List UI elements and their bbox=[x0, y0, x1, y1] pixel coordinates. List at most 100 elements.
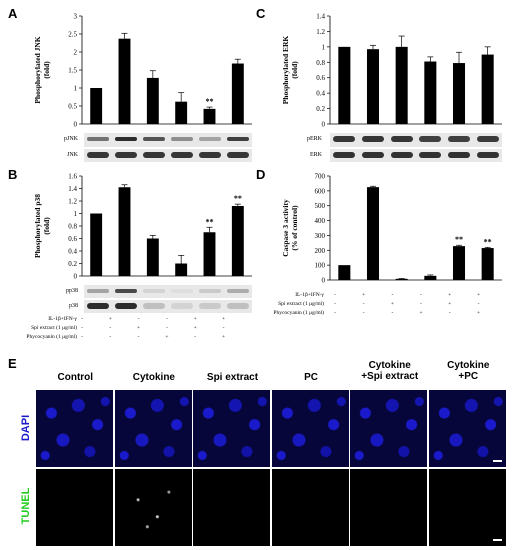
bar bbox=[395, 46, 408, 124]
western-blot-pjnk bbox=[84, 133, 252, 147]
condition-sign: - bbox=[448, 310, 451, 316]
western-blot-pp38 bbox=[84, 285, 252, 298]
panel-letter-b: B bbox=[8, 167, 18, 182]
bar bbox=[231, 206, 244, 276]
condition-sign: - bbox=[334, 310, 336, 316]
condition-sign: - bbox=[165, 316, 168, 322]
microscopy-column-header: Cytokine +Spi extract bbox=[350, 360, 429, 382]
condition-sign: + bbox=[193, 316, 197, 322]
significance-marker: ** bbox=[234, 194, 242, 203]
chart-jnk: 0 0.5 1 1.5 2 2.5 3 Phosphorylated JNK(fold) ** bbox=[33, 13, 252, 129]
chart-erk: 0 0.2 0.4 0.6 0.8 1 1.2 1.4 Phosphorylated ERK(f… bbox=[281, 13, 502, 129]
y-tick-label: 1.4 bbox=[316, 13, 325, 21]
condition-label: Phycocyanin (1 μg/ml) bbox=[273, 310, 324, 316]
blot-band bbox=[333, 152, 356, 158]
blot-band bbox=[362, 152, 384, 158]
y-axis-label: Phosphorylated ERK(fold) bbox=[281, 36, 299, 105]
blot-band bbox=[143, 152, 165, 158]
blot-label-p38: p38 bbox=[69, 303, 78, 309]
blot-band bbox=[362, 136, 384, 142]
y-tick-label: 0.2 bbox=[68, 260, 77, 268]
blot-band bbox=[143, 137, 165, 141]
bar bbox=[338, 265, 351, 280]
y-tick-label: 0 bbox=[74, 273, 78, 281]
western-blot-erk bbox=[330, 149, 502, 162]
bar bbox=[231, 63, 244, 124]
blot-band bbox=[199, 137, 221, 141]
significance-marker: ** bbox=[206, 97, 214, 106]
y-tick-label: 300 bbox=[315, 232, 326, 240]
condition-sign: - bbox=[222, 325, 225, 331]
condition-sign: - bbox=[334, 292, 336, 298]
bar bbox=[452, 63, 466, 124]
blot-band bbox=[448, 152, 470, 158]
condition-sign: + bbox=[476, 310, 481, 316]
y-tick-label: 1.5 bbox=[68, 67, 77, 75]
y-tick-label: 700 bbox=[315, 173, 326, 181]
bar bbox=[118, 38, 131, 124]
y-tick-label: 200 bbox=[315, 247, 326, 255]
scale-bar bbox=[493, 460, 503, 462]
condition-sign: + bbox=[476, 292, 481, 298]
western-blot-jnk bbox=[84, 149, 252, 162]
microscopy-row-label: DAPI bbox=[20, 414, 32, 441]
condition-sign: - bbox=[137, 334, 140, 340]
y-tick-label: 1 bbox=[74, 85, 78, 93]
bar bbox=[481, 248, 494, 280]
microscopy-column-header-line: +Spi extract bbox=[361, 371, 419, 382]
panel-letter-e: E bbox=[8, 356, 17, 371]
bar bbox=[118, 187, 131, 276]
blot-band bbox=[171, 137, 193, 141]
condition-sign: + bbox=[137, 325, 141, 331]
condition-sign: + bbox=[108, 316, 112, 322]
blot-band bbox=[227, 137, 249, 141]
blot-band bbox=[143, 303, 165, 309]
western-blot-perk bbox=[330, 133, 502, 147]
blot-band bbox=[87, 303, 109, 309]
condition-sign: + bbox=[221, 334, 226, 340]
y-tick-label: 1 bbox=[322, 43, 326, 51]
condition-label: IL-1β+IFN-γ bbox=[48, 316, 77, 322]
chart-caspase3: 0 100 200 300 400 500 600 700 Caspase 3 activity… bbox=[281, 173, 502, 285]
tunel-image bbox=[429, 468, 507, 546]
condition-sign: - bbox=[81, 325, 83, 331]
blot-band bbox=[476, 152, 499, 158]
blot-band bbox=[333, 136, 356, 142]
microscopy-row-label: TUNEL bbox=[20, 487, 32, 525]
significance-marker: ** bbox=[455, 235, 463, 244]
blot-band bbox=[115, 152, 137, 158]
blot-band bbox=[87, 137, 109, 141]
blot-band bbox=[199, 303, 221, 309]
condition-sign: - bbox=[420, 292, 423, 298]
blot-band bbox=[390, 152, 413, 158]
blot-band bbox=[171, 303, 193, 309]
bar bbox=[203, 108, 216, 124]
blot-label-pp38: pp38 bbox=[66, 288, 78, 294]
scale-bar bbox=[493, 538, 503, 541]
microscopy-column-header-line: Cytokine bbox=[447, 360, 490, 371]
y-tick-label: 0.8 bbox=[316, 59, 325, 67]
blot-band bbox=[115, 289, 137, 293]
condition-sign: - bbox=[334, 301, 336, 307]
condition-sign: - bbox=[391, 292, 394, 298]
y-tick-label: 1.6 bbox=[68, 173, 77, 181]
blot-band bbox=[115, 137, 137, 141]
treatment-conditions-left: IL-1β+IFN-γ - + - - + + Spi extract (1 μg/ml) - -… bbox=[0, 316, 255, 348]
bar bbox=[175, 263, 188, 276]
blot-band bbox=[171, 289, 193, 293]
microscopy-column-header-line: Cytokine bbox=[132, 372, 175, 383]
condition-sign: - bbox=[194, 334, 197, 340]
tunel-image bbox=[114, 468, 192, 546]
condition-label: Phycocyanin (1 μg/ml) bbox=[26, 334, 77, 340]
bar bbox=[90, 88, 103, 124]
blot-label-pjnk: pJNK bbox=[63, 136, 78, 142]
microscopy-column-header-line: PC bbox=[304, 372, 319, 383]
y-tick-label: 0.2 bbox=[316, 105, 325, 113]
bar bbox=[395, 278, 408, 280]
condition-sign: + bbox=[165, 334, 169, 340]
condition-sign: + bbox=[362, 292, 366, 298]
y-tick-label: 0.6 bbox=[316, 74, 325, 82]
condition-label: Spi extract (1 μg/ml) bbox=[278, 301, 324, 307]
blot-band bbox=[171, 152, 193, 158]
condition-sign: + bbox=[419, 310, 423, 316]
